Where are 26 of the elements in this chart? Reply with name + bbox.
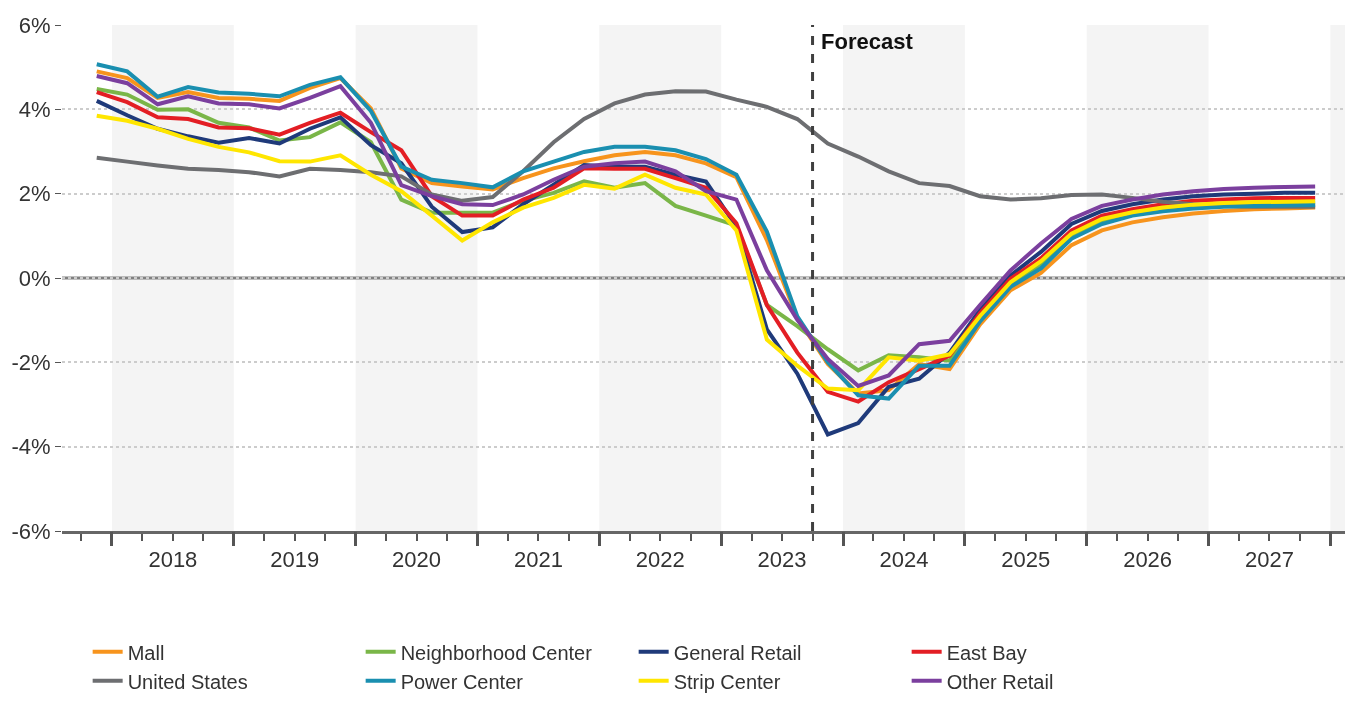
legend-label: United States — [127, 670, 248, 693]
legend-label: Power Center — [400, 670, 524, 693]
y-tick-label: -6% — [11, 518, 51, 544]
x-tick-label: 2023 — [757, 547, 807, 573]
x-tick-label: 2020 — [392, 547, 442, 573]
x-tick-label: 2026 — [1123, 547, 1173, 573]
y-tick-label: -2% — [11, 350, 51, 376]
legend-label: Mall — [127, 641, 165, 664]
x-tick-label: 2019 — [270, 547, 320, 573]
legend-label: Neighborhood Center — [400, 641, 593, 664]
x-tick-label: 2024 — [879, 547, 929, 573]
legend-label: Strip Center — [673, 670, 781, 693]
x-tick-label: 2027 — [1244, 547, 1294, 573]
x-tick-label: 2022 — [635, 547, 685, 573]
ref-line-label: Forecast — [821, 29, 914, 54]
y-tick-label: 6% — [18, 12, 51, 38]
x-tick-label: 2021 — [513, 547, 563, 573]
legend-label: East Bay — [946, 641, 1027, 664]
y-tick-label: 2% — [18, 181, 51, 207]
y-tick-label: 4% — [18, 97, 51, 123]
legend-label: Other Retail — [946, 670, 1054, 693]
y-tick-label: 0% — [18, 265, 51, 291]
legend-label: General Retail — [673, 641, 802, 664]
y-tick-label: -4% — [11, 434, 51, 460]
x-tick-label: 2025 — [1001, 547, 1051, 573]
x-tick-label: 2018 — [148, 547, 198, 573]
